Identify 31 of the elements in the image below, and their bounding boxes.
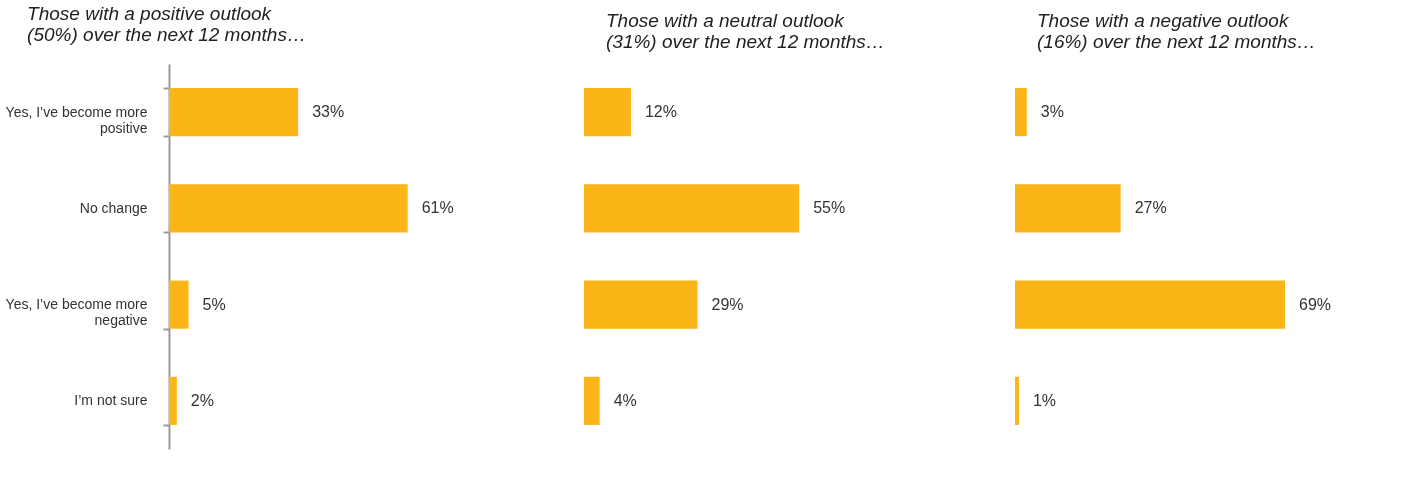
data-label: 5% [202,295,226,313]
bar [169,376,177,425]
data-label: 69% [1299,295,1332,313]
bar [584,184,800,233]
chart-title: Those with a negative outlook (16%) over the next 12 months… [1037,10,1316,52]
bar [1015,88,1027,137]
y-tick-label: I’m not sure [74,392,148,409]
bar [169,88,299,137]
bar [1015,280,1285,329]
chart-title: Those with a neutral outlook (31%) over the next 12 months… [606,10,885,52]
data-label: 61% [421,199,454,217]
y-tick-label: Yes, I’ve become more positive [5,103,148,136]
data-label: 27% [1134,199,1167,217]
data-label: 4% [613,391,637,409]
bar [169,184,408,233]
bar [169,280,189,329]
bar [584,280,698,329]
bar [584,88,631,137]
data-label: 1% [1032,391,1057,409]
y-tick-label: Yes, I’ve become more negative [5,296,148,329]
data-label: 29% [711,295,744,313]
y-tick-label: No change [79,199,148,216]
bar [584,376,600,425]
chart-title: Those with a positive outlook (50%) over the next 12 months… [27,3,306,45]
data-label: 12% [644,103,677,121]
bar [1015,184,1121,233]
data-label: 3% [1040,103,1064,121]
data-label: 55% [813,199,846,217]
bar [1015,376,1019,425]
data-label: 33% [312,103,345,121]
data-label: 2% [190,391,214,409]
